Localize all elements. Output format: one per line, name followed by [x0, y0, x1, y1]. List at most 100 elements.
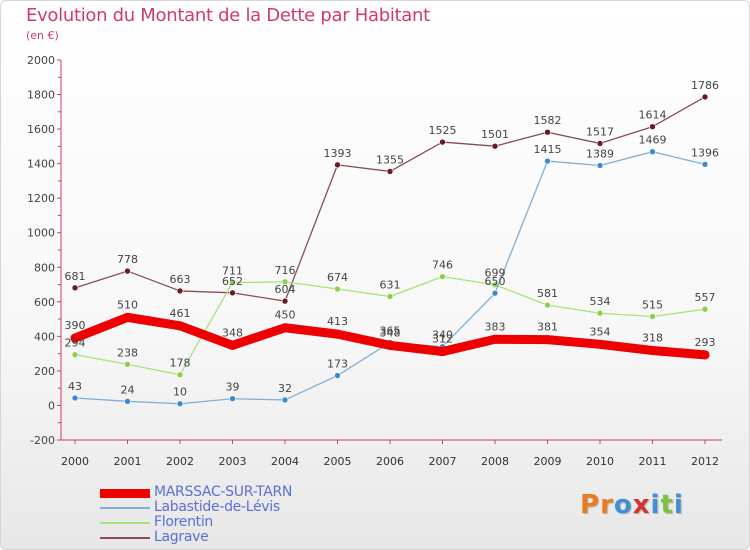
data-label: 1393 — [324, 147, 352, 160]
data-label: 318 — [642, 332, 663, 345]
data-point — [491, 289, 499, 297]
data-label: 365 — [380, 324, 401, 337]
data-label: 383 — [485, 320, 506, 333]
data-point — [701, 161, 709, 168]
data-point — [649, 123, 656, 130]
data-point — [438, 347, 447, 357]
chart-title: Evolution du Montant de la Dette par Hab… — [26, 5, 430, 26]
logo-letter: P — [580, 490, 601, 520]
data-point — [543, 335, 552, 345]
data-label: 10 — [173, 386, 187, 399]
x-tick-label: 2011 — [639, 455, 667, 468]
data-point — [124, 267, 131, 275]
y-tick-label: 600 — [34, 296, 55, 309]
data-point — [386, 168, 394, 175]
data-label: 461 — [170, 307, 191, 320]
y-tick-label: 2000 — [27, 54, 55, 67]
data-point — [70, 333, 80, 343]
logo-letter: i — [673, 490, 684, 520]
data-label: 24 — [121, 383, 135, 396]
data-point — [596, 309, 604, 317]
y-tick-label: 1800 — [27, 89, 55, 102]
data-point — [176, 371, 184, 379]
x-tick-label: 2008 — [481, 455, 509, 468]
data-label: 450 — [275, 309, 296, 322]
data-point — [229, 289, 236, 297]
data-point — [123, 312, 132, 322]
data-label: 631 — [380, 278, 401, 291]
data-label: 581 — [537, 287, 558, 300]
x-tick-label: 2007 — [429, 455, 457, 468]
data-point — [595, 339, 605, 349]
data-point — [333, 329, 342, 339]
data-point — [385, 340, 395, 350]
data-label: 178 — [170, 357, 191, 370]
y-tick-label: 1400 — [27, 158, 55, 171]
data-point — [701, 93, 709, 101]
data-point — [229, 395, 236, 403]
data-point — [71, 351, 79, 358]
data-label: 557 — [695, 291, 716, 304]
data-label: 652 — [222, 275, 243, 288]
series-0 — [70, 312, 710, 360]
data-label: 515 — [642, 299, 663, 312]
data-label: 711 — [222, 265, 243, 278]
x-tick-label: 2009 — [534, 455, 562, 468]
data-point — [280, 323, 290, 333]
legend-label: Florentin — [154, 514, 213, 530]
data-label: 32 — [278, 382, 292, 395]
data-label: 1614 — [639, 109, 667, 122]
data-point — [176, 400, 184, 408]
series-labels-0: 390 510 461 348 450 413 348 312 383 381 354 318 293 — [65, 298, 716, 348]
data-label: 39 — [226, 381, 240, 394]
legend-label: MARSSAC-SUR-TARN — [154, 484, 293, 500]
data-point — [334, 285, 341, 293]
data-label: 746 — [432, 259, 453, 272]
data-point — [175, 321, 185, 331]
data-point — [648, 346, 657, 356]
data-label: 510 — [117, 298, 138, 311]
series-labels-2: 294 238 178 711 716 674 631 746 699 581 534 515 557 — [65, 259, 716, 370]
data-label: 716 — [275, 264, 296, 277]
data-label: 778 — [117, 253, 138, 266]
data-label: 1582 — [534, 114, 562, 127]
data-label: 1469 — [639, 134, 667, 147]
x-tick-label: 2005 — [324, 455, 352, 468]
data-label: 674 — [327, 271, 348, 284]
x-tick-label: 2006 — [376, 455, 404, 468]
logo-letter: t — [660, 490, 674, 520]
y-tick-label: 1600 — [27, 123, 55, 136]
data-label: 1355 — [376, 153, 404, 166]
data-point — [544, 301, 551, 309]
series-2 — [71, 273, 709, 379]
logo-letter: i — [650, 490, 661, 520]
data-point — [281, 396, 289, 404]
data-label: 663 — [170, 273, 191, 286]
data-point — [386, 293, 394, 300]
data-label: 312 — [432, 333, 453, 346]
data-point — [439, 138, 446, 146]
x-tick-label: 2002 — [166, 455, 194, 468]
data-label: 348 — [222, 326, 243, 339]
data-point — [281, 297, 289, 305]
legend-label: Lagrave — [154, 529, 209, 545]
y-tick-label: -200 — [30, 434, 55, 447]
y-tick-label: 200 — [34, 365, 55, 378]
data-point — [124, 361, 131, 368]
data-label: 699 — [485, 267, 506, 280]
data-point — [544, 128, 551, 136]
series-3 — [71, 93, 709, 305]
data-label: 1517 — [586, 125, 614, 138]
y-tick-label: 1000 — [27, 227, 55, 240]
legend-swatch — [100, 522, 150, 524]
legend-swatch — [100, 537, 150, 539]
legend-swatch — [100, 488, 150, 498]
data-label: 604 — [275, 283, 296, 296]
legend-label: Labastide-de-Lévis — [154, 499, 280, 515]
data-point — [544, 157, 551, 165]
data-label: 1415 — [534, 143, 562, 156]
data-point — [491, 142, 499, 150]
y-tick-label: 800 — [34, 261, 55, 274]
